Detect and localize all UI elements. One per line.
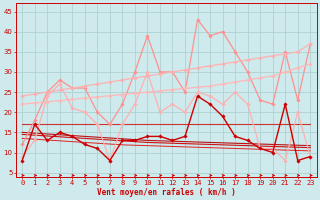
X-axis label: Vent moyen/en rafales ( km/h ): Vent moyen/en rafales ( km/h ) <box>97 188 236 197</box>
